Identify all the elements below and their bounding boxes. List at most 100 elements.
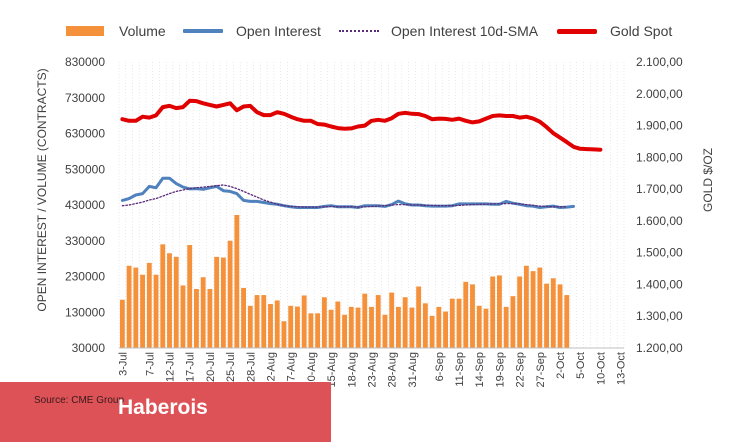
legend-label: Volume (119, 23, 166, 39)
volume-bar (241, 287, 246, 348)
volume-bar (463, 281, 469, 348)
volume-bar (523, 265, 529, 348)
y2-tick-label: 1.200,00 (636, 341, 683, 355)
volume-bar (557, 284, 563, 348)
volume-bars (119, 215, 570, 348)
x-tick-label: 2-Aug (266, 352, 278, 381)
legend-label: Gold Spot (610, 23, 673, 39)
volume-bar (382, 314, 388, 348)
x-tick-label: 13-Oct (616, 352, 628, 385)
brand-name: Haberois (118, 396, 208, 419)
volume-bar (261, 295, 267, 348)
axes: 30000 130000 230000 330000 430000 530000 63000… (65, 55, 683, 387)
x-tick-label: 31-Aug (407, 352, 419, 387)
x-tick-label: 23-Aug (367, 352, 379, 387)
volume-bar (220, 257, 226, 348)
x-tick-label: 14-Sep (474, 352, 486, 387)
y2-tick-label: 1.400,00 (636, 277, 683, 291)
volume-bar (140, 274, 145, 348)
volume-bar (173, 256, 179, 348)
legend-item-open-interest: Open Interest (183, 20, 321, 42)
x-tick-label: 5-Oct (575, 352, 587, 379)
volume-bar (187, 245, 193, 348)
y-tick-label: 330000 (65, 234, 105, 248)
volume-bar (396, 306, 401, 348)
volume-bar (321, 297, 327, 348)
legend-label: Open Interest (236, 23, 321, 39)
volume-bar (443, 311, 448, 348)
volume-bar (133, 267, 139, 348)
x-tick-label: 28-Jul (245, 352, 257, 382)
volume-bar (503, 306, 509, 348)
x-tick-label: 22-Sep (515, 352, 527, 387)
legend-swatch-open-interest (183, 29, 223, 33)
y2-tick-label: 2.000,00 (636, 87, 683, 101)
y-tick-label: 130000 (65, 305, 105, 319)
volume-bar (153, 274, 159, 348)
volume-bar (470, 284, 475, 348)
x-tick-label: 10-Aug (306, 352, 318, 387)
legend-item-oi-sma: Open Interest 10d-SMA (339, 20, 538, 42)
y-tick-label: 230000 (65, 270, 105, 284)
y-tick-label: 30000 (72, 341, 106, 355)
volume-bar (268, 304, 273, 348)
volume-bar (456, 298, 462, 348)
volume-bar (416, 286, 422, 348)
volume-bar (389, 292, 395, 348)
y2-tick-label: 1.800,00 (636, 150, 683, 164)
y2-axis-title: GOLD $/OZ (701, 148, 715, 212)
x-tick-label: 27-Sep (535, 352, 547, 387)
volume-bar (436, 306, 442, 348)
volume-bar (369, 306, 374, 348)
y-tick-label: 730000 (65, 91, 105, 105)
volume-bar (295, 306, 300, 348)
volume-bar (160, 244, 166, 348)
y2-tick-label: 1.500,00 (636, 246, 683, 260)
volume-bar (490, 276, 496, 348)
y-tick-label: 630000 (65, 127, 105, 141)
volume-bar (537, 267, 543, 348)
source-note: Source: CME Group (34, 395, 125, 406)
volume-bar (476, 305, 482, 348)
x-tick-label: 25-Jul (225, 352, 237, 382)
y2-tick-label: 1.300,00 (636, 309, 683, 323)
volume-bar (207, 289, 213, 348)
volume-bar (126, 265, 132, 348)
x-tick-label: 20-Jul (205, 352, 217, 382)
volume-bar (429, 315, 435, 348)
legend-item-gold-spot: Gold Spot (557, 20, 672, 42)
volume-bar (544, 283, 549, 348)
volume-bar (227, 240, 233, 348)
volume-bar (315, 313, 321, 348)
volume-bar (301, 295, 307, 348)
volume-bar (517, 276, 523, 348)
y-tick-label: 530000 (65, 162, 105, 176)
volume-bar (328, 309, 334, 348)
volume-bar (200, 277, 206, 348)
legend: Volume Open Interest Open Interest 10d-S… (0, 20, 742, 44)
volume-bar (146, 262, 152, 348)
legend-item-volume: Volume (66, 20, 166, 42)
volume-bar (308, 313, 314, 348)
legend-swatch-volume (66, 26, 104, 36)
y2-tick-label: 1.900,00 (636, 119, 683, 133)
legend-swatch-gold-spot (557, 28, 597, 34)
x-tick-label: 10-Oct (595, 352, 607, 385)
volume-bar (530, 271, 536, 348)
gold-spot-line (120, 98, 603, 152)
legend-label: Open Interest 10d-SMA (391, 23, 539, 39)
volume-bar (449, 298, 455, 348)
x-tick-label: 15-Aug (326, 352, 338, 387)
y2-tick-label: 1.600,00 (636, 214, 683, 228)
volume-bar (355, 307, 361, 348)
x-tick-label: 18-Aug (346, 352, 358, 387)
x-tick-label: 11-Sep (454, 352, 466, 387)
volume-bar (288, 305, 294, 348)
volume-bar (180, 285, 186, 348)
x-tick-label: 12-Jul (165, 352, 177, 382)
series-lines (120, 98, 603, 209)
volume-bar (247, 305, 253, 348)
y-tick-label: 430000 (65, 198, 105, 212)
volume-bar (342, 314, 347, 348)
